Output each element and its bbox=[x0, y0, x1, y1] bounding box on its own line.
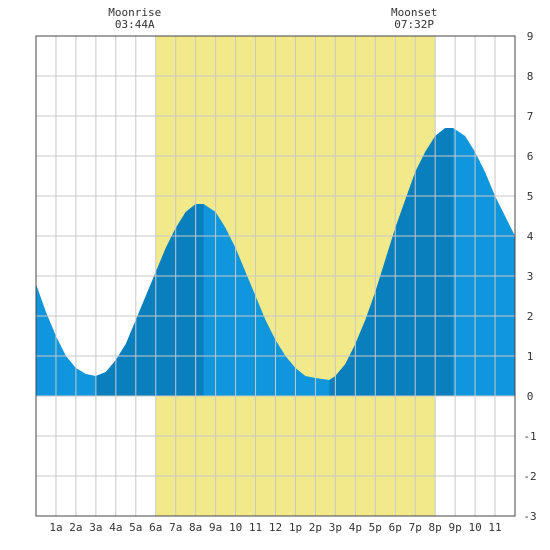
x-tick-label: 12 bbox=[269, 521, 282, 534]
y-tick-label: 5 bbox=[527, 190, 534, 203]
moonset-label: Moonset bbox=[391, 6, 437, 19]
y-tick-label: 0 bbox=[527, 390, 534, 403]
x-tick-label: 3a bbox=[89, 521, 102, 534]
x-tick-label: 10 bbox=[229, 521, 242, 534]
y-tick-label: 3 bbox=[527, 270, 534, 283]
x-tick-label: 1p bbox=[289, 521, 302, 534]
x-tick-label: 10 bbox=[468, 521, 481, 534]
x-tick-label: 7a bbox=[169, 521, 182, 534]
x-tick-label: 4a bbox=[109, 521, 122, 534]
moonrise-time: 03:44A bbox=[115, 18, 155, 31]
x-tick-label: 7p bbox=[409, 521, 422, 534]
x-tick-label: 5p bbox=[369, 521, 382, 534]
x-tick-label: 9a bbox=[209, 521, 222, 534]
x-tick-label: 9p bbox=[449, 521, 462, 534]
x-tick-label: 4p bbox=[349, 521, 362, 534]
x-tick-label: 11 bbox=[488, 521, 501, 534]
x-tick-label: 2p bbox=[309, 521, 322, 534]
y-tick-label: 2 bbox=[527, 310, 534, 323]
x-tick-label: 3p bbox=[329, 521, 342, 534]
x-tick-label: 2a bbox=[69, 521, 82, 534]
x-tick-label: 6a bbox=[149, 521, 162, 534]
y-tick-label: -1 bbox=[523, 430, 536, 443]
moonrise-label: Moonrise bbox=[108, 6, 161, 19]
y-tick-label: 7 bbox=[527, 110, 534, 123]
x-tick-label: 1a bbox=[49, 521, 62, 534]
x-tick-label: 8a bbox=[189, 521, 202, 534]
x-tick-label: 8p bbox=[429, 521, 442, 534]
y-tick-label: 9 bbox=[527, 30, 534, 43]
x-tick-label: 11 bbox=[249, 521, 262, 534]
y-tick-label: 6 bbox=[527, 150, 534, 163]
y-tick-label: 8 bbox=[527, 70, 534, 83]
x-tick-label: 5a bbox=[129, 521, 142, 534]
moonset-time: 07:32P bbox=[394, 18, 434, 31]
x-tick-label: 6p bbox=[389, 521, 402, 534]
y-tick-label: -3 bbox=[523, 510, 536, 523]
y-tick-label: 4 bbox=[527, 230, 534, 243]
y-tick-label: -2 bbox=[523, 470, 536, 483]
plot-frame bbox=[35, 35, 516, 517]
y-tick-label: 1 bbox=[527, 350, 534, 363]
